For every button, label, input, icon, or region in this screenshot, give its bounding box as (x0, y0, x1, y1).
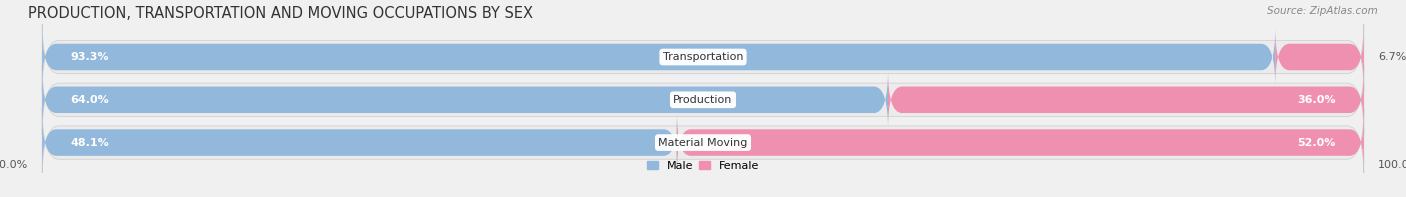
Text: Source: ZipAtlas.com: Source: ZipAtlas.com (1267, 6, 1378, 16)
Text: 64.0%: 64.0% (70, 95, 110, 105)
FancyBboxPatch shape (42, 22, 1364, 92)
FancyBboxPatch shape (42, 108, 1364, 177)
FancyBboxPatch shape (42, 28, 1275, 86)
Text: 52.0%: 52.0% (1298, 138, 1336, 148)
FancyBboxPatch shape (42, 113, 678, 172)
Text: PRODUCTION, TRANSPORTATION AND MOVING OCCUPATIONS BY SEX: PRODUCTION, TRANSPORTATION AND MOVING OC… (28, 6, 533, 21)
FancyBboxPatch shape (1275, 28, 1364, 86)
Text: Production: Production (673, 95, 733, 105)
FancyBboxPatch shape (42, 70, 889, 129)
Text: 93.3%: 93.3% (70, 52, 108, 62)
Text: Material Moving: Material Moving (658, 138, 748, 148)
FancyBboxPatch shape (889, 70, 1364, 129)
Text: Transportation: Transportation (662, 52, 744, 62)
Legend: Male, Female: Male, Female (643, 156, 763, 175)
Text: 36.0%: 36.0% (1298, 95, 1336, 105)
FancyBboxPatch shape (42, 65, 1364, 134)
Text: 100.0%: 100.0% (1378, 160, 1406, 170)
Text: 100.0%: 100.0% (0, 160, 28, 170)
Text: 48.1%: 48.1% (70, 138, 110, 148)
Text: 6.7%: 6.7% (1378, 52, 1406, 62)
FancyBboxPatch shape (676, 113, 1364, 172)
